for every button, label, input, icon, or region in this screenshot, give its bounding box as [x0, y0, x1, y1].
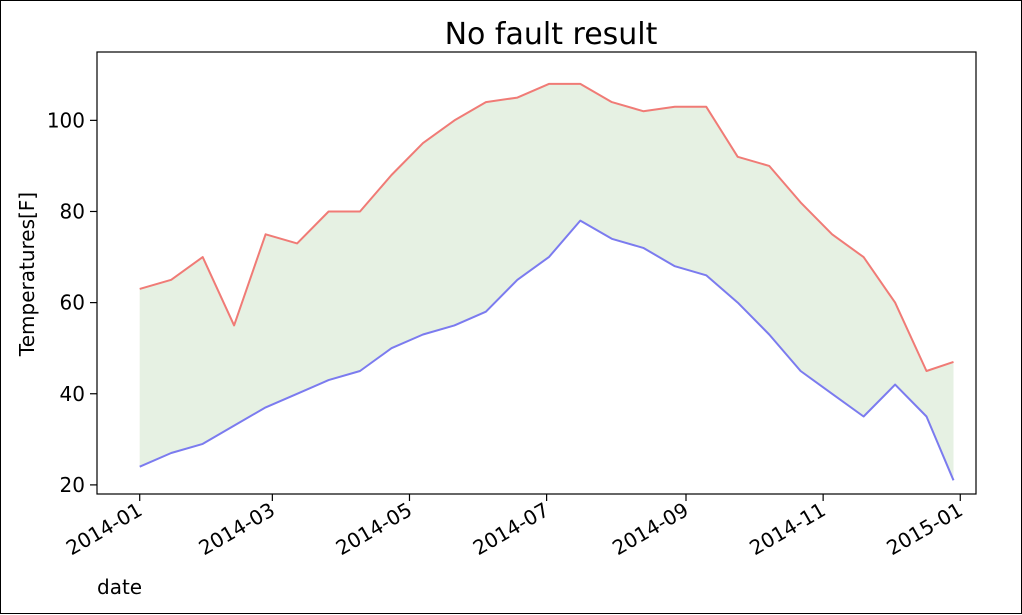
series-line-min — [139, 219, 955, 481]
x-tick-label: 2015-01 — [882, 498, 966, 561]
x-tick-label: 2014-09 — [608, 498, 692, 561]
y-tick-label: 100 — [47, 108, 85, 132]
x-tick-label: 2014-07 — [469, 498, 553, 561]
x-tick-label: 2014-01 — [62, 498, 146, 561]
y-tick-label: 60 — [60, 291, 85, 315]
temperature-range-band — [139, 83, 954, 481]
x-tick-label: 2014-03 — [194, 498, 278, 561]
y-axis-label: Temperatures[F] — [15, 192, 39, 357]
x-tick-label: 2014-05 — [332, 498, 416, 561]
x-tick-label: 2014-11 — [745, 498, 829, 561]
y-tick-label: 20 — [60, 473, 85, 497]
x-axis-label: date — [97, 575, 142, 599]
chart-title: No fault result — [445, 17, 658, 52]
series-line-max — [139, 82, 954, 372]
y-tick-label: 40 — [60, 382, 85, 406]
y-tick-label: 80 — [60, 199, 85, 223]
plot-area-frame — [96, 51, 977, 495]
